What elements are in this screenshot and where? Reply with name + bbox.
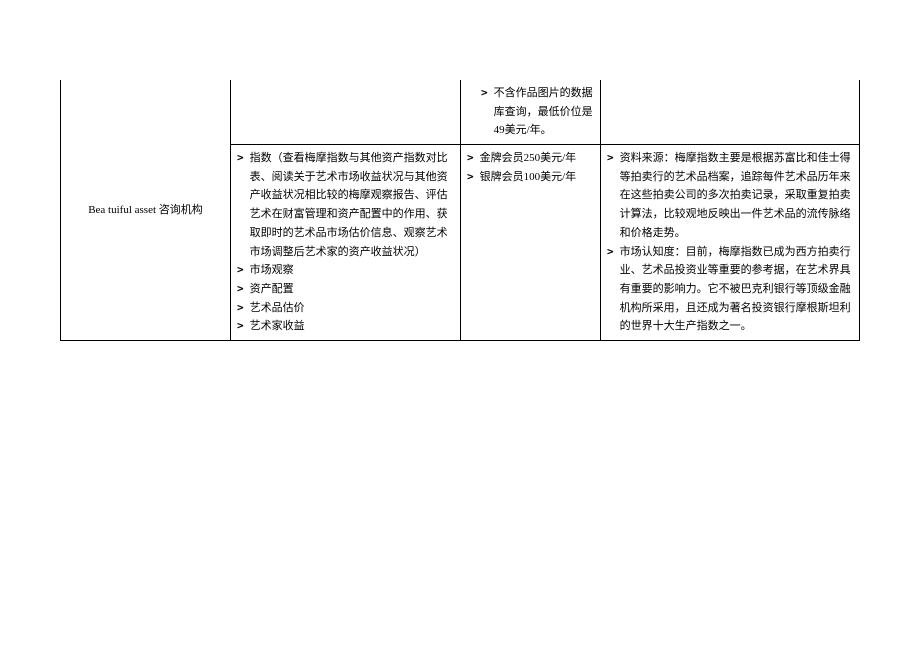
list-item: > 艺术家收益 xyxy=(237,317,454,336)
list-item: > 资料来源：梅摩指数主要是根据苏富比和佳士得等拍卖行的艺术品档案，追踪每件艺术… xyxy=(607,149,853,242)
cell-r1c3: > 不含作品图片的数据库查询，最低价位是49美元/年。 xyxy=(461,80,601,145)
bullet-icon: > xyxy=(237,261,244,280)
list-item-text: 金牌会员250美元/年 xyxy=(480,149,594,168)
list-item: > 金牌会员250美元/年 xyxy=(467,149,594,168)
org-name-text: Bea tuiful asset 咨询机构 xyxy=(88,204,203,216)
bullet-icon: > xyxy=(467,149,474,168)
cell-r1c2-empty xyxy=(231,80,461,145)
list-item-text: 银牌会员100美元/年 xyxy=(480,168,594,187)
cell-r2c2: > 指数（查看梅摩指数与其他资产指数对比表、阅读关于艺术市场收益状况与其他资产收… xyxy=(231,145,461,341)
list-item: > 市场观察 xyxy=(237,261,454,280)
bullet-icon: > xyxy=(237,149,244,168)
bullet-icon: > xyxy=(607,149,614,168)
list-item-text: 资产配置 xyxy=(250,280,454,299)
bullet-icon: > xyxy=(237,299,244,318)
list-item-text: 市场观察 xyxy=(250,261,454,280)
list-item-text: 不含作品图片的数据库查询，最低价位是49美元/年。 xyxy=(494,84,594,140)
list-item: > 艺术品估价 xyxy=(237,299,454,318)
bullet-icon: > xyxy=(607,243,614,262)
cell-r2c4: > 资料来源：梅摩指数主要是根据苏富比和佳士得等拍卖行的艺术品档案，追踪每件艺术… xyxy=(601,145,860,341)
list-item-text: 市场认知度：目前，梅摩指数已成为西方拍卖行业、艺术品投资业等重要的参考据，在艺术… xyxy=(620,243,853,336)
list-item: > 资产配置 xyxy=(237,280,454,299)
list-item: > 指数（查看梅摩指数与其他资产指数对比表、阅读关于艺术市场收益状况与其他资产收… xyxy=(237,149,454,261)
bullet-icon: > xyxy=(237,317,244,336)
bullet-icon: > xyxy=(481,84,488,103)
bullet-icon: > xyxy=(237,280,244,299)
content-table: Bea tuiful asset 咨询机构 > 不含作品图片的数据库查询，最低价… xyxy=(60,80,860,341)
cell-r1c4-empty xyxy=(601,80,860,145)
list-item: > 银牌会员100美元/年 xyxy=(467,168,594,187)
list-item-text: 指数（查看梅摩指数与其他资产指数对比表、阅读关于艺术市场收益状况与其他资产收益状… xyxy=(250,149,454,261)
document-page: Bea tuiful asset 咨询机构 > 不含作品图片的数据库查询，最低价… xyxy=(0,0,920,341)
cell-org-name: Bea tuiful asset 咨询机构 xyxy=(61,80,231,340)
list-item-text: 艺术家收益 xyxy=(250,317,454,336)
bullet-icon: > xyxy=(467,168,474,187)
table-row: Bea tuiful asset 咨询机构 > 不含作品图片的数据库查询，最低价… xyxy=(61,80,860,145)
list-item-text: 艺术品估价 xyxy=(250,299,454,318)
list-item: > 市场认知度：目前，梅摩指数已成为西方拍卖行业、艺术品投资业等重要的参考据，在… xyxy=(607,243,853,336)
list-item-text: 资料来源：梅摩指数主要是根据苏富比和佳士得等拍卖行的艺术品档案，追踪每件艺术品历… xyxy=(620,149,853,242)
list-item: > 不含作品图片的数据库查询，最低价位是49美元/年。 xyxy=(467,84,594,140)
cell-r2c3: > 金牌会员250美元/年 > 银牌会员100美元/年 xyxy=(461,145,601,341)
